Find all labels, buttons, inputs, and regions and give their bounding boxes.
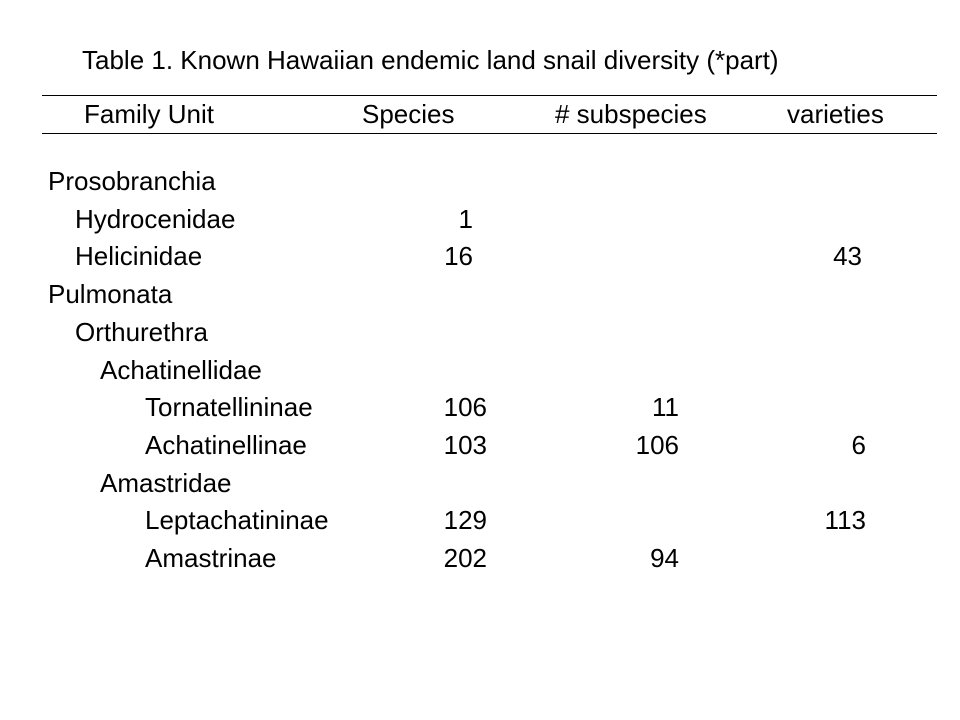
table-row: Tornatellininae 106 11 — [0, 389, 960, 426]
table-row: Leptachatininae 129 113 — [0, 502, 960, 539]
species-cell: 1 — [458, 203, 473, 234]
table-row: Hydrocenidae 1 — [0, 201, 960, 238]
column-header-subspecies: # subspecies — [555, 99, 707, 129]
family-unit-cell: Achatinellidae — [100, 354, 262, 385]
species-cell: 129 — [443, 505, 487, 536]
family-unit-cell: Orthurethra — [75, 316, 208, 347]
table-row: Amastrinae 202 94 — [0, 540, 960, 577]
header-bottom-rule — [42, 133, 937, 134]
table-row: Helicinidae 16 43 — [0, 238, 960, 275]
subspecies-cell: 11 — [652, 392, 679, 423]
varieties-cell: 43 — [833, 241, 862, 272]
family-unit-cell: Achatinellinae — [145, 429, 307, 460]
species-cell: 106 — [443, 392, 487, 423]
column-header-family-unit: Family Unit — [84, 99, 215, 129]
table-row: Pulmonata — [0, 276, 960, 313]
column-header-varieties: varieties — [787, 99, 884, 129]
family-unit-cell: Hydrocenidae — [75, 203, 236, 234]
species-cell: 202 — [443, 543, 487, 573]
table-title: Table 1. Known Hawaiian endemic land sna… — [82, 45, 779, 75]
family-unit-cell: Pulmonata — [48, 279, 173, 310]
family-unit-cell: Amastridae — [100, 467, 232, 498]
table-row: Amastridae — [0, 465, 960, 502]
table-row: Orthurethra — [0, 314, 960, 351]
subspecies-cell: 106 — [635, 429, 679, 460]
table-row: Prosobranchia — [0, 163, 960, 200]
table-row: Achatinellidae — [0, 352, 960, 389]
family-unit-cell: Helicinidae — [75, 241, 203, 272]
subspecies-cell: 94 — [650, 543, 679, 573]
column-header-species: Species — [362, 99, 455, 129]
species-cell: 103 — [443, 429, 487, 460]
family-unit-cell: Leptachatininae — [145, 505, 329, 536]
header-top-rule — [42, 95, 937, 96]
table-row: Achatinellinae 103 106 6 — [0, 427, 960, 464]
species-cell: 16 — [444, 241, 473, 272]
family-unit-cell: Prosobranchia — [48, 166, 216, 196]
varieties-cell: 6 — [851, 429, 866, 460]
family-unit-cell: Tornatellininae — [145, 392, 313, 423]
family-unit-cell: Amastrinae — [145, 543, 277, 573]
varieties-cell: 113 — [824, 505, 866, 536]
